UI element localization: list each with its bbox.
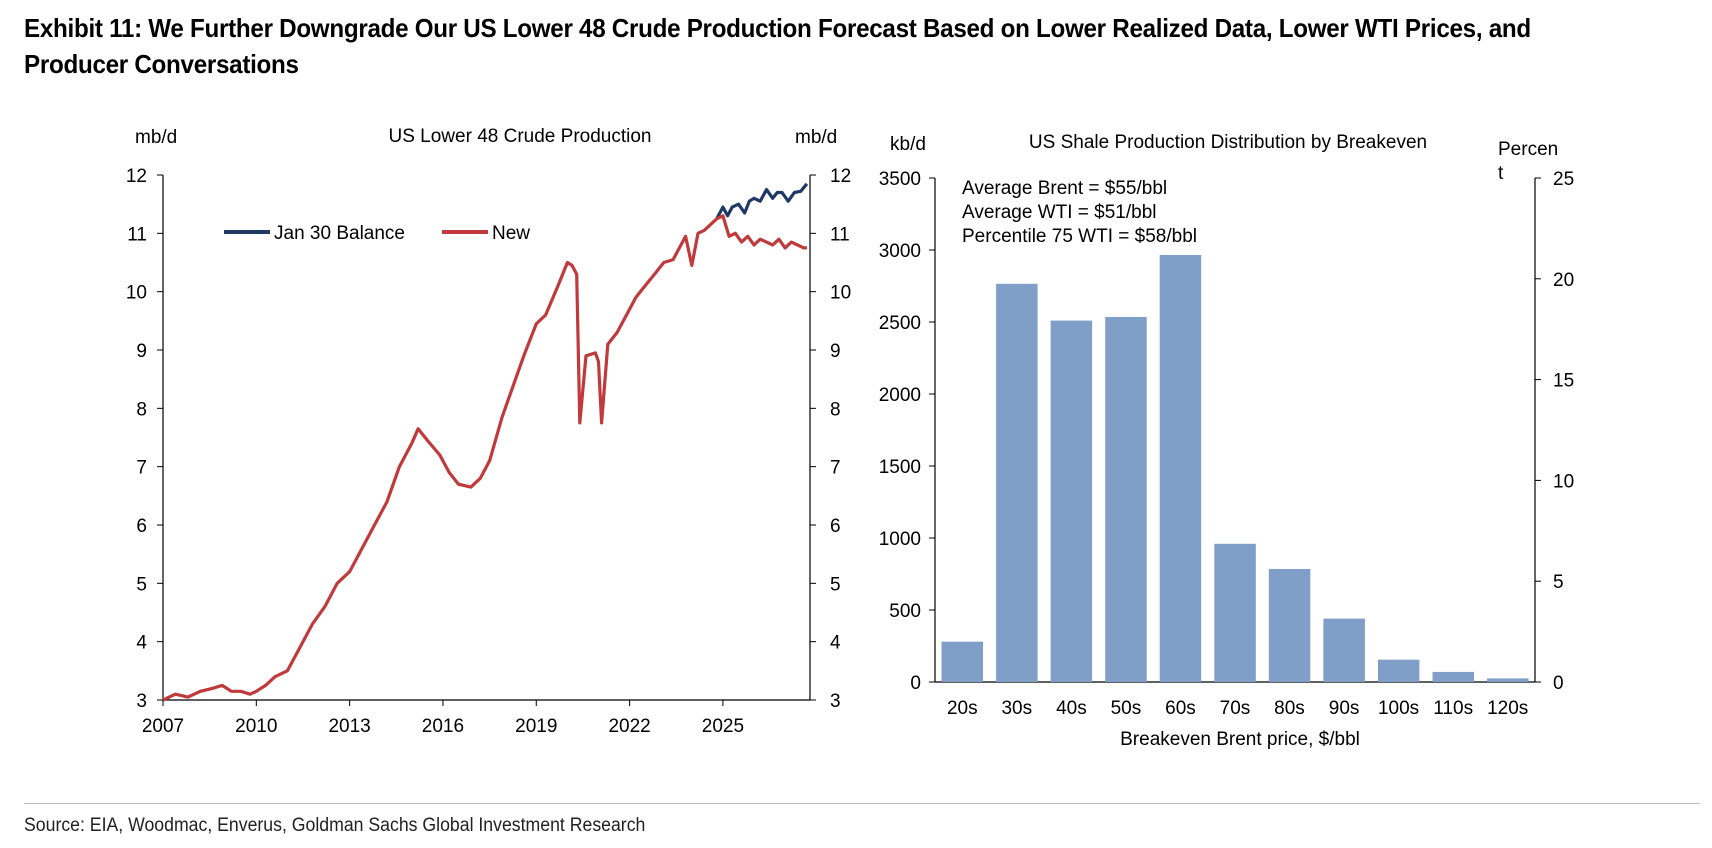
line-chart-left-tick-label: 12 [126, 166, 147, 187]
bar-chart-x-tick-label: 120s [1487, 698, 1528, 719]
bar-chart-x-tick-label: 60s [1165, 698, 1196, 719]
bar-70s [1214, 543, 1256, 682]
production-line-chart: US Lower 48 Crude Production mb/d mb/d 3… [126, 126, 851, 737]
line-chart-x-tick-label: 2025 [702, 716, 744, 737]
line-chart-right-tick-label: 4 [830, 633, 841, 654]
bar-chart-right-tick-label: 15 [1553, 371, 1574, 392]
bar-chart-left-tick-label: 1000 [879, 529, 921, 550]
bar-chart-right-tick-label: 5 [1553, 572, 1564, 593]
line-chart-x-tick-label: 2013 [328, 716, 370, 737]
bar-chart-title: US Shale Production Distribution by Brea… [1029, 132, 1427, 153]
line-chart-right-tick-label: 6 [830, 516, 841, 537]
line-chart-left-tick-label: 8 [136, 399, 147, 420]
bar-110s [1432, 671, 1474, 682]
line-chart-right-unit: mb/d [795, 127, 837, 148]
bar-120s [1487, 678, 1529, 682]
legend-label-new: New [492, 223, 530, 244]
bar-chart-right-tick-label: 0 [1553, 673, 1564, 694]
bar-20s [941, 641, 983, 682]
bar-chart-annotation-3: Percentile 75 WTI = $58/bbl [962, 226, 1197, 247]
footer-divider [24, 803, 1700, 804]
bar-chart-annotation-2: Average WTI = $51/bbl [962, 202, 1157, 223]
bar-chart-right-unit: Percen t [1498, 139, 1563, 184]
bar-chart-x-tick-label: 100s [1378, 698, 1419, 719]
bar-chart-left-tick-label: 2500 [879, 313, 921, 334]
legend-label-jan30: Jan 30 Balance [274, 223, 405, 244]
bar-chart-bars [941, 255, 1529, 682]
bar-chart-left-tick-label: 1500 [879, 457, 921, 478]
line-chart-x-tick-label: 2019 [515, 716, 557, 737]
bar-chart-x-tick-label: 30s [1001, 698, 1032, 719]
bar-chart-right-tick-label: 20 [1553, 270, 1574, 291]
exhibit-title: Exhibit 11: We Further Downgrade Our US … [24, 13, 1531, 79]
line-chart-left-tick-label: 7 [136, 458, 147, 479]
line-chart-left-tick-label: 3 [136, 691, 147, 712]
bar-100s [1377, 659, 1420, 682]
series-jan-30-balance-line [715, 182, 809, 220]
line-chart-left-tick-label: 5 [136, 574, 147, 595]
line-chart-axes: 3 3 4 4 5 5 6 6 7 7 8 8 9 9 10 10 11 11 12 12 2007 2010 2013 20… [126, 166, 851, 737]
bar-chart-x-tick-label: 110s [1433, 698, 1473, 719]
bar-chart-right-unit-line2: t [1498, 163, 1504, 184]
bar-chart-annotation-1: Average Brent = $55/bbl [962, 178, 1167, 199]
bar-chart-left-tick-label: 3000 [879, 241, 921, 262]
breakeven-bar-chart: US Shale Production Distribution by Brea… [879, 132, 1574, 750]
bar-chart-left-tick-label: 2000 [879, 385, 921, 406]
bar-chart-axes: 0 500 1000 1500 2000 2500 3000 3500 0 5 10 15 20 25 20… [879, 169, 1574, 719]
line-chart-left-unit: mb/d [135, 127, 177, 148]
bar-40s [1050, 320, 1093, 682]
line-chart-x-tick-label: 2016 [422, 716, 464, 737]
bar-chart-x-tick-label: 20s [947, 698, 978, 719]
bar-60s [1159, 255, 1202, 682]
charts-canvas: US Lower 48 Crude Production mb/d mb/d 3… [126, 126, 1574, 750]
line-chart-x-tick-label: 2010 [235, 716, 277, 737]
line-chart-right-tick-label: 9 [830, 341, 841, 362]
line-chart-x-tick-label: 2022 [608, 716, 650, 737]
bar-chart-left-tick-label: 500 [889, 601, 921, 622]
bar-chart-right-tick-label: 25 [1553, 169, 1574, 190]
bar-30s [996, 283, 1038, 682]
bar-chart-right-unit-line1: Percen [1498, 139, 1558, 160]
source-note: Source: EIA, Woodmac, Enverus, Goldman S… [24, 815, 646, 836]
line-chart-right-tick-label: 8 [830, 399, 841, 420]
line-chart-legend: Jan 30 Balance New [224, 223, 530, 244]
bar-chart-x-tick-label: 50s [1111, 698, 1142, 719]
line-chart-title: US Lower 48 Crude Production [389, 126, 652, 147]
line-chart-left-tick-label: 4 [136, 633, 147, 654]
line-chart-x-tick-label: 2007 [142, 716, 184, 737]
line-chart-left-tick-label: 6 [136, 516, 147, 537]
line-chart-left-tick-label: 10 [126, 283, 147, 304]
bar-chart-right-tick-label: 10 [1553, 471, 1574, 492]
bar-chart-x-tick-label: 90s [1329, 698, 1360, 719]
line-chart-right-tick-label: 10 [830, 283, 851, 304]
line-chart-right-tick-label: 3 [830, 691, 841, 712]
bar-80s [1268, 569, 1311, 682]
bar-50s [1105, 317, 1147, 682]
line-chart-right-tick-label: 7 [830, 458, 841, 479]
bar-90s [1323, 618, 1365, 682]
bar-chart-x-tick-label: 40s [1056, 698, 1087, 719]
bar-chart-left-tick-label: 3500 [879, 169, 921, 190]
line-chart-right-tick-label: 5 [830, 574, 841, 595]
series-new-line [162, 214, 807, 702]
line-chart-right-tick-label: 12 [830, 166, 851, 187]
line-chart-left-tick-label: 9 [136, 341, 147, 362]
bar-chart-left-unit: kb/d [890, 134, 926, 155]
bar-chart-x-axis-label: Breakeven Brent price, $/bbl [1120, 729, 1360, 750]
line-chart-right-tick-label: 11 [830, 224, 850, 245]
bar-chart-x-tick-label: 70s [1220, 698, 1251, 719]
line-chart-series [162, 182, 809, 702]
line-chart-left-tick-label: 11 [127, 224, 147, 245]
bar-chart-left-tick-label: 0 [910, 673, 921, 694]
bar-chart-x-tick-label: 80s [1274, 698, 1305, 719]
